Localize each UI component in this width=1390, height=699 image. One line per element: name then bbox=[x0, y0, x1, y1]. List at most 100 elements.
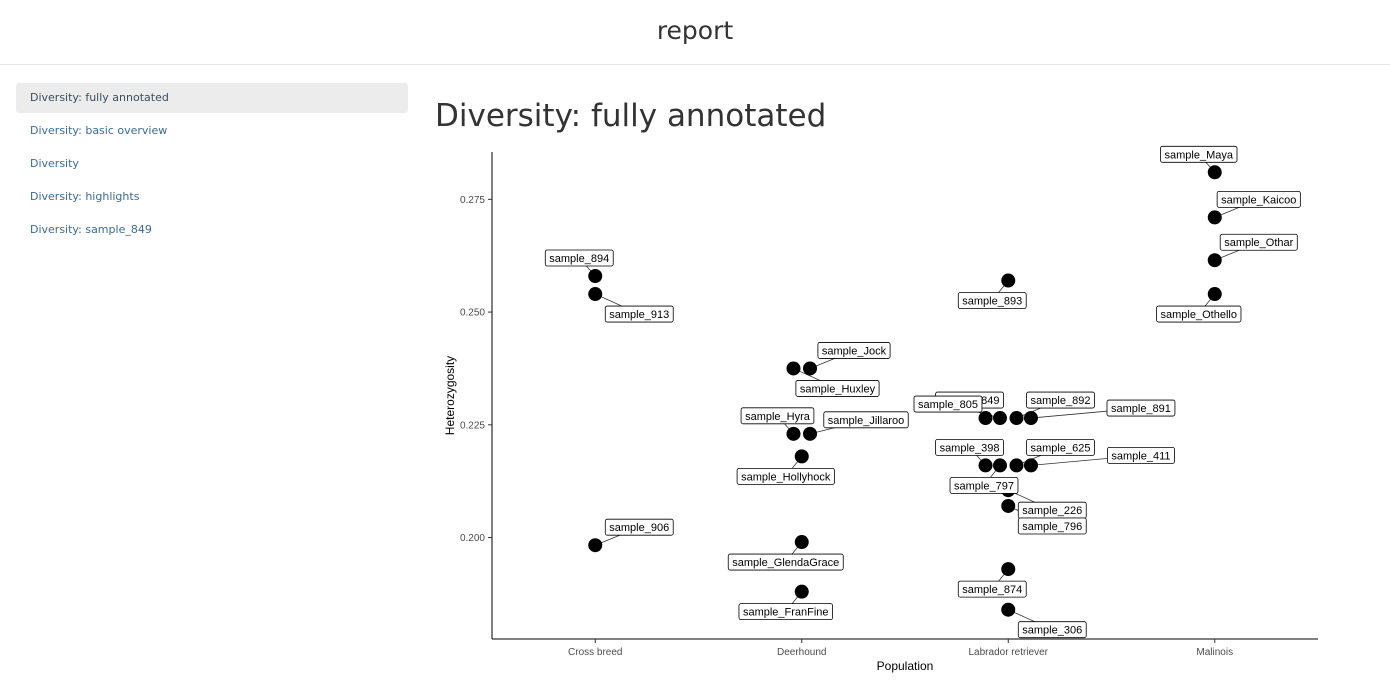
point-label: sample_797 bbox=[949, 476, 1019, 494]
nav-item-fully-annotated[interactable]: Diversity: fully annotated bbox=[16, 83, 408, 113]
point-label: sample_Hyra bbox=[740, 407, 815, 425]
nav-item-basic-overview[interactable]: Diversity: basic overview bbox=[30, 124, 168, 137]
point-label: sample_Maya bbox=[1160, 145, 1238, 163]
point-label: sample_Othar bbox=[1219, 233, 1298, 251]
nav-item-sample-849[interactable]: Diversity: sample_849 bbox=[30, 223, 152, 236]
point-label: sample_226 bbox=[1017, 501, 1087, 519]
point-label-box bbox=[949, 476, 1019, 494]
point-label-text: sample_891 bbox=[1111, 403, 1171, 415]
point-label-text: sample_398 bbox=[940, 442, 1000, 454]
point-label-text: sample_892 bbox=[1031, 395, 1091, 407]
y-tick-label: 0.275 bbox=[460, 195, 485, 206]
data-point bbox=[992, 411, 1007, 426]
point-label-text: sample_Maya bbox=[1165, 149, 1234, 161]
data-point bbox=[992, 458, 1007, 473]
point-label: sample_FranFine bbox=[738, 603, 833, 621]
data-point bbox=[1001, 273, 1016, 288]
point-label: sample_796 bbox=[1017, 517, 1087, 535]
data-point bbox=[1001, 498, 1016, 513]
point-label: sample_625 bbox=[1026, 438, 1095, 456]
point-label: sample_Huxley bbox=[795, 380, 880, 397]
y-axis-title: Heterozygosity bbox=[443, 356, 457, 435]
data-point bbox=[803, 361, 818, 376]
x-tick-label: Deerhound bbox=[777, 647, 826, 658]
point-label-box bbox=[1107, 446, 1175, 464]
x-axis-title: Population bbox=[877, 659, 934, 673]
point-label-box bbox=[736, 467, 835, 485]
point-label: sample_Hollyhock bbox=[736, 467, 835, 485]
y-tick-label: 0.250 bbox=[460, 308, 485, 319]
point-label-text: sample_Jillaroo bbox=[828, 415, 904, 427]
point-label: sample_874 bbox=[957, 580, 1027, 598]
data-point bbox=[786, 426, 801, 441]
point-label-box bbox=[817, 342, 891, 359]
point-label-text: sample_Kaicoo bbox=[1221, 194, 1296, 206]
point-label-box bbox=[1106, 399, 1176, 417]
point-label-box bbox=[740, 407, 815, 425]
point-label-text: sample_Jock bbox=[822, 345, 887, 357]
nav-item-diversity[interactable]: Diversity bbox=[30, 157, 79, 170]
point-label-box bbox=[727, 553, 844, 571]
point-label-text: sample_Hollyhock bbox=[741, 471, 831, 483]
point-label-box bbox=[1156, 305, 1242, 323]
data-point bbox=[1001, 602, 1016, 617]
point-label-box bbox=[913, 395, 983, 413]
point-label-text: sample_805 bbox=[918, 399, 978, 411]
sidebar-nav: Diversity: fully annotated Diversity: ba… bbox=[16, 83, 408, 248]
nav-item-highlights[interactable]: Diversity: highlights bbox=[30, 190, 140, 203]
data-point bbox=[978, 458, 993, 473]
point-label-text: sample_893 bbox=[962, 296, 1022, 308]
point-label: sample_398 bbox=[935, 438, 1004, 456]
point-label-box bbox=[1017, 517, 1087, 535]
point-label: sample_906 bbox=[604, 518, 674, 536]
point-label: sample_Kaicoo bbox=[1216, 190, 1301, 208]
point-label-box bbox=[795, 380, 880, 397]
point-label-box bbox=[544, 249, 614, 267]
point-label-text: sample_Othar bbox=[1224, 237, 1293, 249]
point-label: sample_306 bbox=[1017, 621, 1087, 639]
point-label-box bbox=[957, 580, 1027, 598]
point-label-box bbox=[738, 603, 833, 621]
point-label-box bbox=[935, 438, 1004, 456]
point-label-text: sample_796 bbox=[1022, 521, 1082, 533]
point-label-box bbox=[1160, 145, 1238, 163]
point-label: sample_913 bbox=[604, 305, 674, 323]
point-label: sample_411 bbox=[1107, 446, 1175, 464]
data-point bbox=[1207, 165, 1222, 180]
data-point bbox=[588, 269, 603, 284]
point-label-text: sample_625 bbox=[1031, 442, 1091, 454]
data-point bbox=[1023, 411, 1038, 426]
point-label-box bbox=[823, 411, 909, 429]
x-tick-label: Labrador retriever bbox=[969, 647, 1049, 658]
data-point bbox=[1009, 458, 1024, 473]
data-point bbox=[1001, 562, 1016, 577]
point-label-text: sample_Hyra bbox=[745, 411, 811, 423]
point-label-text: sample_FranFine bbox=[743, 607, 829, 619]
y-tick-label: 0.225 bbox=[460, 420, 485, 431]
point-label-text: sample_906 bbox=[609, 522, 669, 534]
data-point bbox=[588, 538, 603, 553]
point-label-text: sample_GlendaGrace bbox=[732, 557, 839, 569]
point-label-box bbox=[1026, 391, 1095, 409]
heterozygosity-scatter-chart: 0.200 0.225 0.250 0.275 Cross breed Deerhound… bbox=[443, 145, 1318, 673]
data-point bbox=[1009, 411, 1024, 426]
data-point bbox=[794, 449, 809, 464]
page-title: Diversity: fully annotated bbox=[435, 98, 827, 134]
point-label-text: sample_306 bbox=[1022, 625, 1082, 637]
chart-marks: sample_894 sample_913 sample_906 sample_Joc… bbox=[544, 145, 1301, 639]
data-point bbox=[1023, 458, 1038, 473]
point-label: sample_GlendaGrace bbox=[727, 553, 844, 571]
point-label: sample_894 bbox=[544, 249, 614, 267]
point-label-text: sample_Huxley bbox=[800, 383, 876, 395]
data-point bbox=[1207, 253, 1222, 268]
point-label-text: sample_913 bbox=[609, 309, 669, 321]
data-point bbox=[794, 535, 809, 550]
chart-axes: 0.200 0.225 0.250 0.275 Cross breed Deerhound… bbox=[443, 152, 1318, 673]
data-point bbox=[978, 411, 993, 426]
point-label-text: sample_797 bbox=[954, 480, 1014, 492]
point-label-text: sample_894 bbox=[549, 253, 609, 265]
report-title: report bbox=[656, 16, 734, 45]
point-label-box bbox=[604, 518, 674, 536]
point-label-text: sample_874 bbox=[962, 584, 1022, 596]
point-label-box bbox=[1216, 190, 1301, 208]
